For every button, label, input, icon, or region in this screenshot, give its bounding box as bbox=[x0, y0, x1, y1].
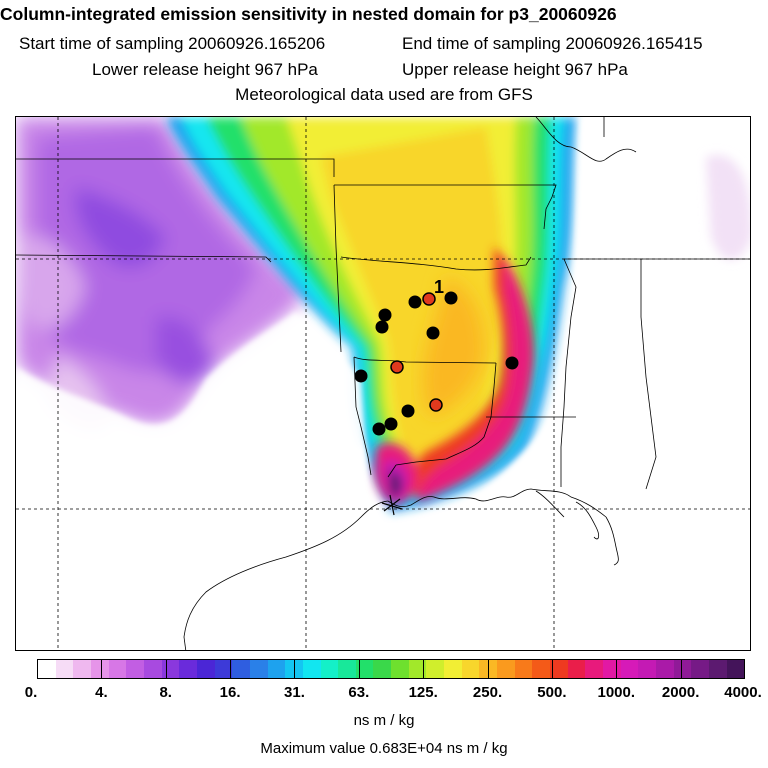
colorbar-segment bbox=[232, 660, 250, 678]
colorbar-tick-label: 2000. bbox=[661, 684, 700, 701]
site-marker-highlight bbox=[422, 292, 436, 306]
colorbar-segment bbox=[90, 660, 109, 678]
site-marker bbox=[426, 326, 440, 340]
colorbar-units: ns m / kg bbox=[353, 712, 415, 729]
colorbar-segment bbox=[179, 660, 197, 678]
colorbar-segment bbox=[461, 660, 480, 678]
colorbar-segment bbox=[585, 660, 603, 678]
end-time: End time of sampling 20060926.165415 bbox=[402, 34, 703, 53]
colorbar-divider bbox=[616, 660, 618, 678]
colorbar-segment bbox=[550, 660, 568, 678]
colorbar-segment bbox=[426, 660, 445, 678]
site-marker bbox=[372, 422, 386, 436]
colorbar-segment bbox=[567, 660, 586, 678]
site-marker bbox=[505, 356, 519, 370]
colorbar-divider bbox=[423, 660, 425, 678]
site-marker bbox=[444, 291, 458, 305]
colorbar-divider bbox=[358, 660, 360, 678]
colorbar-segment bbox=[320, 660, 339, 678]
colorbar-divider bbox=[294, 660, 296, 678]
colorbar-tick-label: 4000. bbox=[724, 684, 762, 701]
sensitivity-map: 1 bbox=[16, 117, 750, 650]
colorbar-divider bbox=[165, 660, 167, 678]
colorbar-segment bbox=[338, 660, 356, 678]
colorbar-tick-label: 500. bbox=[537, 684, 567, 701]
start-time: Start time of sampling 20060926.165206 bbox=[19, 34, 326, 53]
colorbar-tick-label: 1000. bbox=[597, 684, 636, 701]
upper-release-height: Upper release height 967 hPa bbox=[402, 60, 628, 79]
high-sensitivity-core bbox=[374, 247, 535, 505]
lat-lon-grid bbox=[16, 117, 750, 650]
site-marker bbox=[384, 417, 398, 431]
low-sensitivity-region bbox=[16, 117, 306, 430]
receptor-number-label: 1 bbox=[434, 277, 444, 297]
colorbar-tick-label: 16. bbox=[219, 684, 241, 701]
colorbar-segment bbox=[55, 660, 74, 678]
colorbar-tick-label: 8. bbox=[159, 684, 172, 701]
colorbar-segment bbox=[302, 660, 321, 678]
site-marker bbox=[375, 320, 389, 334]
colorbar-segment bbox=[532, 660, 551, 678]
colorbar-tick-label: 4. bbox=[95, 684, 108, 701]
map-panel: 1 bbox=[15, 116, 751, 651]
colorbar-segment bbox=[620, 660, 639, 678]
colorbar-segment bbox=[497, 660, 515, 678]
colorbar-segment bbox=[655, 660, 674, 678]
colorbar-segment bbox=[708, 660, 727, 678]
colorbar-segment bbox=[391, 660, 409, 678]
lower-release-height: Lower release height 967 hPa bbox=[92, 60, 318, 79]
release-point-marker bbox=[381, 494, 403, 516]
colorbar-tick-label: 0. bbox=[24, 684, 38, 701]
met-data-source: Meteorological data used are from GFS bbox=[235, 85, 533, 104]
colorbar bbox=[37, 659, 745, 679]
colorbar-divider bbox=[487, 660, 489, 678]
colorbar-segment bbox=[726, 660, 745, 678]
colorbar-divider bbox=[680, 660, 682, 678]
colorbar-divider bbox=[101, 660, 103, 678]
site-marker bbox=[378, 308, 392, 322]
colorbar-segment bbox=[638, 660, 656, 678]
colorbar-segment bbox=[285, 660, 303, 678]
colorbar-tick-label: 125. bbox=[408, 684, 438, 701]
background-white bbox=[16, 117, 750, 650]
colorbar-segment bbox=[603, 660, 621, 678]
colorbar-segment bbox=[73, 660, 91, 678]
colorbar-segment bbox=[673, 660, 692, 678]
colorbar-segment bbox=[196, 660, 215, 678]
plot-title: Column-integrated emission sensitivity i… bbox=[0, 4, 617, 24]
colorbar-segment bbox=[38, 660, 56, 678]
colorbar-segment bbox=[108, 660, 127, 678]
colorbar-tick-label: 250. bbox=[472, 684, 503, 701]
site-marker-highlight bbox=[390, 360, 404, 374]
colorbar-segment bbox=[514, 660, 533, 678]
site-marker bbox=[408, 295, 422, 309]
colorbar-segment bbox=[408, 660, 427, 678]
colorbar-segment bbox=[161, 660, 180, 678]
site-marker-highlight bbox=[429, 398, 443, 412]
colorbar-segment bbox=[267, 660, 286, 678]
colorbar-segment bbox=[143, 660, 162, 678]
site-marker bbox=[401, 404, 415, 418]
coastline bbox=[183, 488, 619, 650]
colorbar-tick-label: 31. bbox=[284, 684, 305, 701]
colorbar-divider bbox=[551, 660, 553, 678]
colorbar-divider bbox=[230, 660, 232, 678]
site-marker bbox=[354, 369, 368, 383]
colorbar-tick-label: 63. bbox=[348, 684, 370, 701]
site-markers bbox=[354, 291, 519, 436]
mid-sensitivity-area bbox=[423, 277, 485, 417]
colorbar-segment bbox=[214, 660, 233, 678]
colorbar-segment bbox=[355, 660, 374, 678]
colorbar-segment bbox=[444, 660, 462, 678]
east-faint-patch bbox=[706, 155, 750, 260]
colorbar-segment bbox=[691, 660, 709, 678]
maximum-value: Maximum value 0.683E+04 ns m / kg bbox=[260, 740, 508, 757]
colorbar-segment bbox=[126, 660, 144, 678]
colorbar-segment bbox=[249, 660, 268, 678]
colorbar-segment bbox=[373, 660, 392, 678]
